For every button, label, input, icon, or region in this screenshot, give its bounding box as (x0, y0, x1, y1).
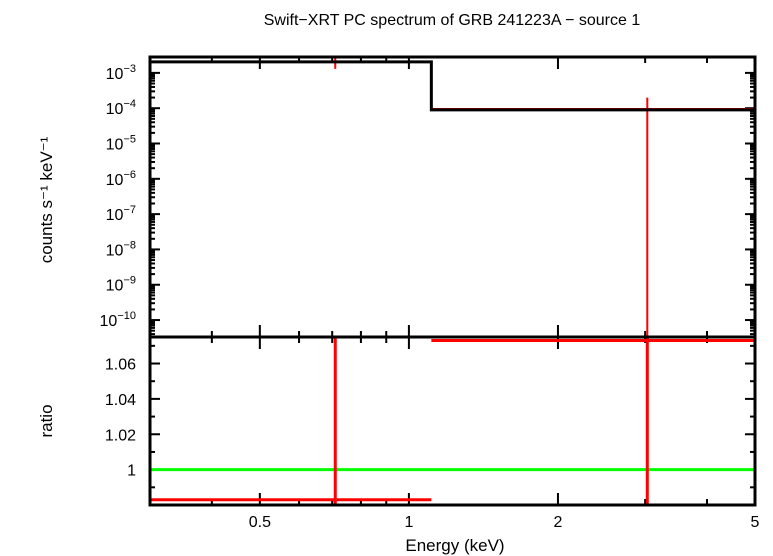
x-tick-label: 0.5 (249, 514, 271, 531)
y-tick-label: 10−9 (106, 275, 136, 295)
y-tick-label: 10−7 (106, 204, 136, 224)
spectrum-panel-frame (148, 55, 757, 339)
x-tick-label: 1 (404, 514, 413, 531)
y-axis-label-spectrum: counts s⁻¹ keV⁻¹ (37, 136, 56, 263)
y-tick-label: 10−8 (106, 239, 136, 259)
y-tick-label: 1.02 (105, 427, 136, 444)
y-tick-label: 1.04 (105, 392, 136, 409)
x-tick-label: 5 (751, 514, 760, 531)
y-axis-label-ratio: ratio (37, 404, 56, 437)
y-tick-label: 10−4 (106, 98, 136, 118)
x-tick-label: 2 (554, 514, 563, 531)
y-tick-label: 1.06 (105, 357, 136, 374)
x-axis-label: Energy (keV) (405, 536, 504, 555)
y-tick-label: 10−5 (106, 134, 136, 154)
ratio-panel-frame (148, 335, 757, 507)
chart-title: Swift−XRT PC spectrum of GRB 241223A − s… (264, 12, 641, 29)
y-tick-label: 10−3 (106, 63, 136, 83)
model-line (150, 60, 755, 112)
y-tick-label: 10−6 (106, 169, 136, 189)
y-tick-label: 1 (127, 463, 136, 480)
y-tick-label: 10−10 (100, 310, 136, 330)
